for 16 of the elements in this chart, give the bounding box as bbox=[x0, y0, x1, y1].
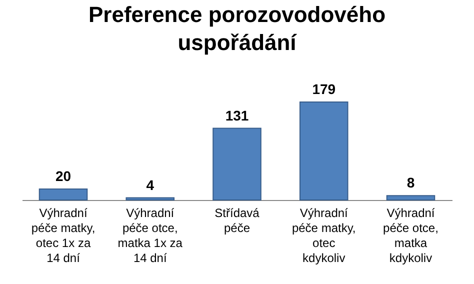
bar bbox=[38, 188, 88, 200]
x-tick-label: Výhradní péče matky, otec kdykoliv bbox=[292, 206, 356, 265]
x-tick-label: Výhradní péče matky, otec 1x za 14 dní bbox=[31, 206, 96, 265]
data-label: 4 bbox=[146, 176, 154, 193]
bar bbox=[299, 102, 348, 200]
data-label: 131 bbox=[225, 107, 249, 124]
bar bbox=[212, 128, 262, 200]
x-tick-label: Střídavá péče bbox=[214, 206, 260, 235]
chart-title: Preference porozovodového uspořádání bbox=[88, 2, 386, 55]
data-label: 179 bbox=[312, 81, 336, 97]
data-label: 8 bbox=[406, 174, 415, 191]
bar bbox=[126, 197, 175, 200]
data-label: 20 bbox=[55, 168, 72, 184]
x-tick-label: Výhradní péče otce, matka kdykoliv bbox=[383, 206, 438, 265]
x-tick-label: Výhradní péče otce, matka 1x za 14 dní bbox=[118, 206, 183, 265]
bar bbox=[386, 195, 436, 200]
